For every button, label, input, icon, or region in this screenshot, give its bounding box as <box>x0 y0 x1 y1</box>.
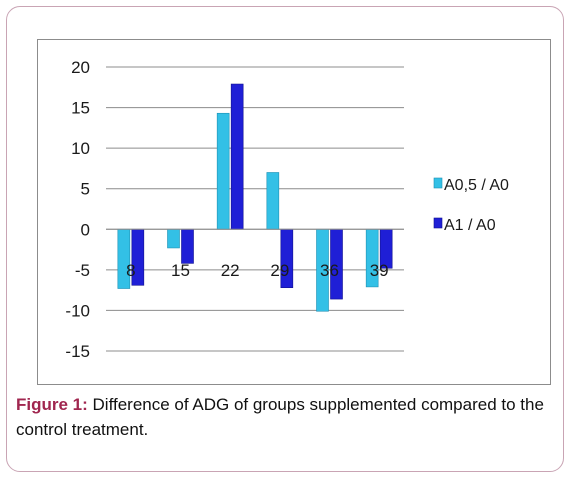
y-tick-label: -10 <box>65 301 90 320</box>
caption-label: Figure 1: <box>16 395 88 414</box>
caption-text: Difference of ADG of groups supplemented… <box>16 395 544 439</box>
y-tick-label: 10 <box>71 139 90 158</box>
chart-area: 20 15 10 5 0 -5 -10 -15 8 15 22 29 36 39 A0,5 / A0 A1… <box>37 39 551 385</box>
x-axis-ticks: 8 15 22 29 36 39 <box>126 261 389 280</box>
legend-swatch <box>433 217 443 229</box>
x-tick-label: 39 <box>370 261 389 280</box>
x-tick-label: 29 <box>270 261 289 280</box>
y-axis-ticks: 20 15 10 5 0 -5 -10 -15 <box>65 58 90 361</box>
x-tick-label: 8 <box>126 261 135 280</box>
bar-a05-29 <box>266 172 280 230</box>
gridlines <box>106 66 404 352</box>
legend-label: A0,5 / A0 <box>444 177 509 194</box>
bar-chart: 20 15 10 5 0 -5 -10 -15 8 15 22 29 36 39 A0,5 / A0 A1… <box>65 58 509 361</box>
figure-caption: Figure 1: Difference of ADG of groups su… <box>16 392 556 442</box>
legend: A0,5 / A0 A1 / A0 <box>433 177 509 234</box>
figure-frame: 20 15 10 5 0 -5 -10 -15 8 15 22 29 36 39 A0,5 / A0 A1… <box>6 6 564 472</box>
x-tick-label: 15 <box>171 261 190 280</box>
y-tick-label: 15 <box>71 99 90 118</box>
bar-a05-15 <box>167 228 180 249</box>
y-tick-label: 0 <box>81 220 90 239</box>
x-tick-label: 22 <box>221 261 240 280</box>
y-tick-label: -5 <box>75 261 90 280</box>
x-tick-label: 36 <box>320 261 339 280</box>
bar-a1-22 <box>230 83 244 230</box>
legend-swatch <box>433 177 443 189</box>
bar-a1-15 <box>181 228 194 264</box>
bar-a05-22 <box>216 112 230 230</box>
y-tick-label: 20 <box>71 58 90 77</box>
bars <box>117 83 393 312</box>
y-tick-label: -15 <box>65 342 90 361</box>
legend-label: A1 / A0 <box>444 217 496 234</box>
y-tick-label: 5 <box>81 180 90 199</box>
